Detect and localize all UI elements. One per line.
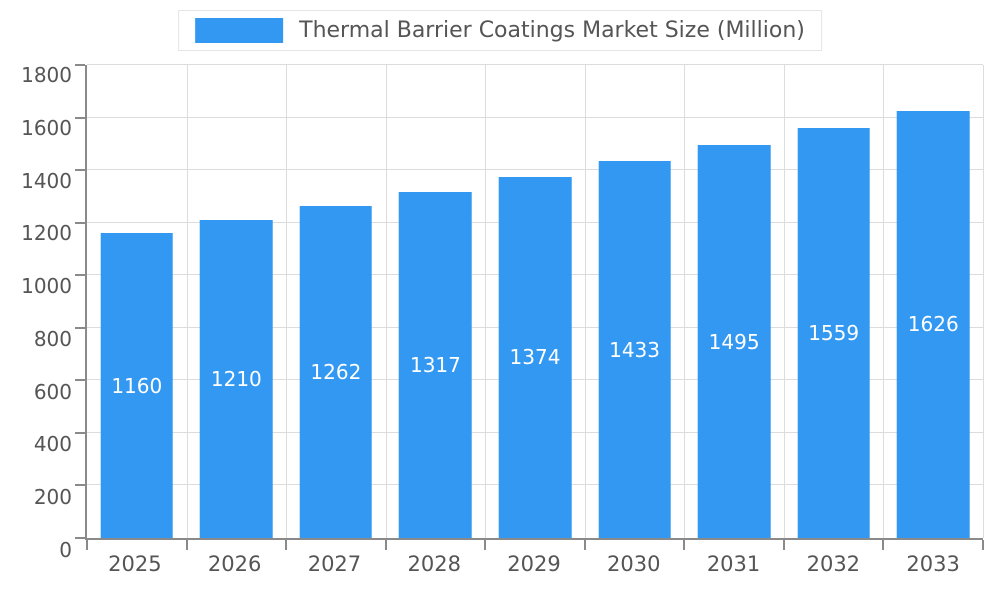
y-axis-tick [75, 274, 85, 277]
x-axis-tick [86, 540, 88, 550]
v-gridline [485, 65, 487, 538]
x-tick-label-2026: 2026 [207, 552, 262, 576]
y-tick-label-800: 800 [33, 326, 72, 351]
y-tick-label-1600: 1600 [21, 115, 72, 140]
y-axis-tick [75, 484, 85, 487]
v-gridline [883, 65, 885, 538]
bar-2025: 1160 [100, 233, 174, 538]
bar-2027: 1262 [299, 206, 373, 538]
bar-2028: 1317 [399, 191, 472, 538]
v-gridline [385, 65, 387, 538]
y-axis-tick [75, 64, 85, 66]
y-axis: 0 200 400 600 800 1000 1200 1400 1600 1800 [0, 63, 72, 562]
bar-value-label-2026: 1210 [210, 367, 262, 392]
y-axis-tick [75, 431, 85, 434]
bar-value-label-2030: 1433 [609, 337, 660, 362]
y-tick-label-0: 0 [59, 538, 72, 562]
y-axis-tick [75, 537, 85, 539]
x-axis-tick [882, 540, 885, 550]
x-axis-tick [384, 540, 387, 550]
bar-value-label-2025: 1160 [111, 373, 163, 398]
y-axis-tick [75, 326, 85, 329]
v-gridline [983, 65, 984, 538]
v-gridline [286, 65, 288, 538]
bar-value-label-2027: 1262 [310, 360, 362, 385]
v-gridline [684, 65, 686, 538]
bar-value-label-2031: 1495 [708, 329, 760, 354]
bar-2030: 1433 [598, 161, 671, 538]
x-axis-tick [982, 540, 984, 550]
x-axis-tick [484, 540, 487, 550]
x-axis-tick [583, 540, 586, 550]
h-gridline [87, 64, 983, 65]
legend-swatch [195, 18, 284, 43]
y-tick-label-400: 400 [33, 432, 72, 457]
bar-2026: 1210 [200, 220, 273, 538]
bar-value-label-2032: 1559 [808, 321, 860, 346]
x-axis: 2025 2026 2027 2028 2029 2030 2031 2032 2033 [85, 552, 983, 586]
y-axis-tick [75, 116, 85, 119]
x-tick-label-2030: 2030 [607, 552, 661, 576]
x-tick-label-2025: 2025 [108, 552, 162, 576]
x-tick-label-2027: 2027 [307, 552, 362, 576]
x-tick-label-2028: 2028 [407, 552, 461, 576]
y-tick-label-1800: 1800 [21, 63, 72, 87]
bar-value-label-2029: 1374 [509, 345, 561, 370]
x-axis-tick [782, 540, 785, 550]
y-axis-tick [75, 169, 85, 172]
bar-2033: 1626 [896, 110, 970, 538]
x-axis-tick [285, 540, 288, 550]
h-gridline [87, 169, 983, 171]
bar-value-label-2028: 1317 [409, 352, 461, 377]
y-tick-label-1200: 1200 [21, 221, 72, 246]
bar-2029: 1374 [498, 176, 572, 538]
bar-2031: 1495 [697, 145, 771, 538]
plot-area: 1160 1210 1262 1317 1374 1433 1495 1559 1626 [75, 64, 984, 550]
y-axis-tick [75, 221, 85, 224]
x-tick-label-2032: 2032 [806, 552, 861, 576]
legend[interactable]: Thermal Barrier Coatings Market Size (Mi… [178, 10, 822, 51]
y-tick-label-600: 600 [33, 379, 72, 404]
bar-value-label-2033: 1626 [907, 312, 959, 337]
y-axis-tick [75, 379, 85, 382]
x-tick-label-2031: 2031 [706, 552, 761, 576]
y-tick-label-1000: 1000 [21, 274, 72, 299]
v-gridline [783, 65, 785, 538]
x-tick-label-2033: 2033 [906, 552, 960, 576]
v-gridline [186, 65, 188, 538]
v-gridline [584, 65, 586, 538]
x-axis-tick [185, 540, 188, 550]
h-gridline [87, 116, 983, 118]
x-axis-tick [683, 540, 686, 550]
x-tick-label-2029: 2029 [507, 552, 561, 576]
legend-label: Thermal Barrier Coatings Market Size (Mi… [299, 18, 805, 43]
bar-2032: 1559 [797, 128, 870, 538]
y-tick-label-1400: 1400 [21, 168, 72, 193]
y-tick-label-200: 200 [33, 485, 72, 510]
